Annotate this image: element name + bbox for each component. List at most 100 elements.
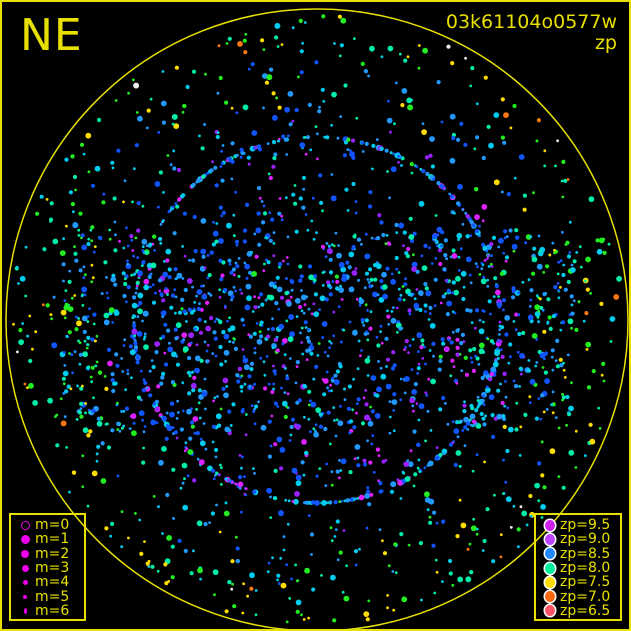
star: [364, 389, 368, 392]
star: [188, 258, 191, 262]
star: [370, 442, 374, 446]
star: [220, 214, 224, 218]
star: [514, 328, 518, 332]
star: [367, 355, 370, 359]
star: [224, 501, 228, 505]
star: [321, 378, 325, 381]
star: [398, 222, 405, 229]
star: [397, 154, 400, 158]
star: [123, 338, 127, 342]
star: [230, 559, 235, 564]
star: [285, 319, 289, 323]
star: [169, 305, 174, 310]
star: [534, 482, 540, 489]
star: [134, 512, 137, 515]
star: [517, 331, 522, 337]
star: [355, 411, 358, 415]
star: [220, 466, 223, 469]
star: [609, 316, 616, 322]
star: [218, 238, 224, 244]
star: [132, 337, 136, 341]
star: [35, 211, 40, 216]
star: [481, 155, 486, 161]
star: [278, 261, 283, 267]
star: [547, 315, 552, 320]
star: [347, 384, 352, 389]
star: [277, 139, 280, 143]
star: [132, 167, 136, 171]
star: [328, 270, 334, 275]
star: [336, 558, 340, 562]
star: [328, 286, 332, 290]
star: [182, 338, 186, 341]
star: [63, 415, 67, 419]
star: [436, 226, 443, 233]
star: [477, 362, 481, 366]
star: [397, 161, 400, 164]
star: [250, 250, 253, 254]
star: [285, 376, 290, 381]
star: [59, 250, 66, 256]
star: [364, 414, 370, 421]
star: [254, 589, 258, 592]
star: [333, 373, 338, 378]
star: [465, 576, 472, 583]
star: [529, 378, 536, 385]
star: [110, 160, 115, 165]
star: [295, 365, 299, 368]
star: [136, 304, 140, 308]
star: [362, 458, 367, 463]
star: [338, 550, 343, 555]
star: [310, 275, 314, 279]
star: [220, 178, 225, 183]
star: [211, 242, 216, 247]
star: [195, 408, 199, 411]
star: [220, 483, 223, 486]
star: [441, 519, 446, 524]
star: [300, 460, 305, 465]
star: [553, 248, 556, 252]
star: [566, 353, 570, 357]
star: [535, 361, 539, 364]
star: [529, 514, 533, 518]
star: [18, 328, 23, 333]
star: [596, 248, 603, 255]
star: [181, 277, 185, 280]
star: [240, 292, 244, 295]
star: [352, 377, 355, 381]
star: [161, 70, 165, 73]
star: [245, 283, 252, 290]
star: [423, 282, 428, 287]
star: [585, 256, 591, 263]
star: [411, 266, 417, 272]
star: [77, 339, 80, 343]
star: [67, 306, 74, 312]
star: [299, 49, 304, 54]
star: [230, 294, 235, 299]
star: [62, 370, 69, 377]
star: [185, 84, 190, 90]
star: [126, 368, 130, 372]
star: [274, 496, 278, 500]
star: [269, 516, 273, 519]
star: [133, 341, 138, 346]
star: [397, 480, 404, 486]
star: [399, 293, 403, 297]
star: [360, 61, 365, 66]
star: [120, 410, 124, 413]
star: [273, 401, 278, 406]
star: [84, 411, 87, 415]
star: [115, 363, 120, 368]
star: [289, 331, 295, 338]
star: [34, 330, 38, 334]
star: [407, 308, 412, 313]
star: [502, 371, 507, 376]
star: [403, 58, 408, 63]
star: [77, 234, 81, 237]
star: [464, 211, 468, 215]
star: [221, 330, 226, 335]
star: [97, 117, 102, 123]
star: [234, 190, 238, 194]
star: [237, 366, 242, 372]
star: [505, 448, 510, 454]
